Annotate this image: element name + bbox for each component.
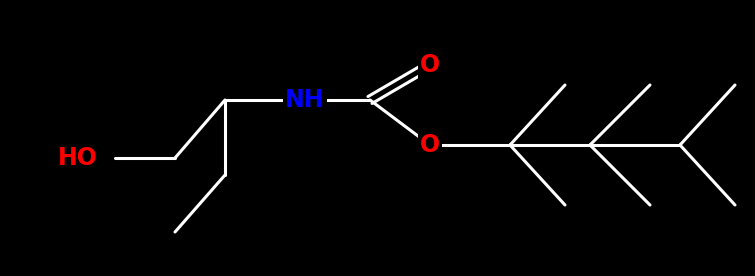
Text: NH: NH	[285, 88, 325, 112]
Text: HO: HO	[58, 146, 98, 170]
Text: O: O	[420, 53, 440, 77]
Text: O: O	[420, 133, 440, 157]
